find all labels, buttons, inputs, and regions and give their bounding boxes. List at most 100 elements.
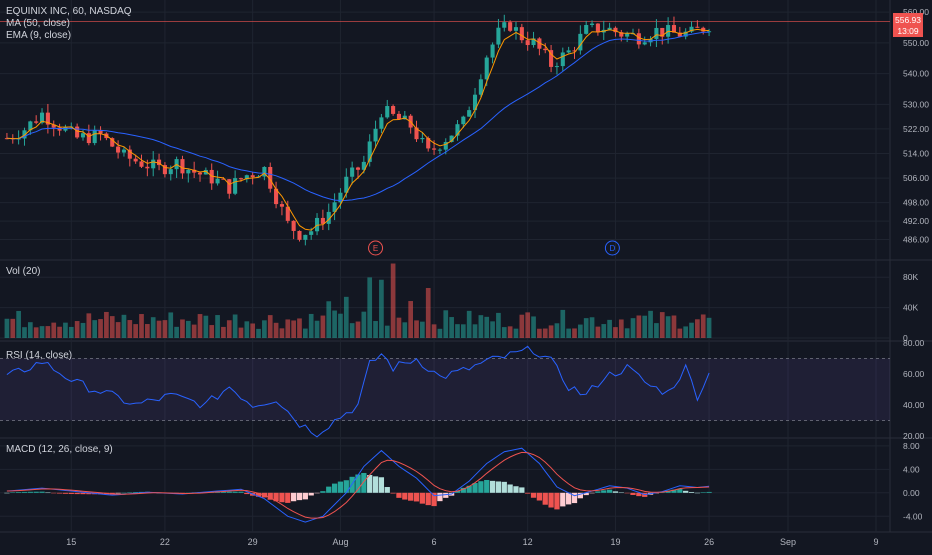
candle-body	[625, 33, 630, 37]
candle-body	[350, 167, 355, 177]
candle-body	[209, 169, 214, 184]
candle-body	[660, 27, 665, 37]
price-tick-label: 498.00	[903, 198, 929, 208]
candle-body	[168, 169, 173, 175]
macd-histogram-bar	[62, 492, 69, 494]
candle-body	[584, 24, 589, 34]
volume-bar	[490, 321, 495, 338]
macd-histogram-bar	[285, 492, 291, 503]
macd-histogram-bar	[232, 491, 238, 493]
volume-bar	[139, 314, 144, 338]
candle-body	[654, 27, 659, 39]
volume-bar	[256, 328, 261, 338]
volume-bar	[355, 321, 361, 338]
volume-bar	[624, 328, 630, 338]
macd-histogram-bar	[396, 492, 402, 498]
macd-histogram-bar	[402, 492, 408, 500]
candle-body	[572, 50, 577, 52]
volume-bar	[431, 324, 437, 338]
candle-body	[513, 27, 519, 31]
volume-bar	[402, 322, 408, 338]
volume-bar	[86, 313, 92, 338]
macd-histogram-bar	[33, 491, 39, 493]
volume-bar	[437, 328, 443, 338]
macd-histogram-bar	[478, 481, 484, 493]
time-tick-label: 6	[432, 537, 437, 547]
macd-histogram-bar	[320, 491, 326, 493]
candle-body	[192, 169, 197, 173]
volume-bar	[654, 323, 659, 338]
price-tick-label: 514.00	[903, 149, 929, 159]
rsi-tick-label: 20.00	[903, 431, 925, 441]
volume-bar	[115, 322, 121, 338]
macd-histogram-bar	[700, 492, 706, 493]
volume-bar	[109, 316, 115, 338]
candle-body	[519, 27, 524, 41]
volume-bar	[150, 317, 156, 338]
candle-body	[373, 128, 378, 142]
candle-body	[133, 158, 138, 162]
macd-histogram-bar	[86, 492, 92, 495]
macd-histogram-bar	[115, 492, 121, 494]
macd-tick-label: 4.00	[903, 464, 920, 474]
macd-histogram-bar	[355, 474, 361, 493]
rsi-band	[0, 358, 890, 421]
candle-body	[45, 112, 50, 125]
price-tick-label: 486.00	[903, 235, 929, 245]
price-tick-label: 492.00	[903, 216, 929, 226]
macd-histogram-bar	[343, 480, 349, 493]
candle-body	[279, 204, 284, 207]
macd-histogram-bar	[618, 492, 624, 494]
candle-body	[151, 159, 156, 169]
candle-body	[80, 133, 86, 138]
candle-body	[121, 149, 126, 153]
volume-bar	[455, 324, 460, 338]
macd-histogram-bar	[10, 492, 16, 493]
volume-bar	[262, 320, 267, 338]
volume-bar	[636, 315, 642, 338]
volume-bar	[665, 316, 671, 338]
price-tick-label: 540.00	[903, 69, 929, 79]
macd-histogram-bar	[612, 491, 619, 493]
candle-body	[490, 44, 495, 58]
macd-histogram-bar	[437, 492, 443, 502]
macd-histogram-bar	[390, 492, 396, 494]
symbol-title: EQUINIX INC, 60, NASDAQ	[6, 6, 132, 17]
candle-body	[554, 66, 559, 68]
volume-bar	[273, 322, 279, 338]
volume-tick-label: 80K	[903, 272, 918, 282]
volume-bar	[630, 318, 636, 338]
macd-histogram-bar	[27, 491, 33, 493]
macd-histogram-bar	[548, 492, 554, 508]
macd-histogram-bar	[484, 479, 490, 493]
candle-body	[361, 161, 366, 170]
candle-body	[671, 25, 677, 33]
volume-bar	[472, 324, 478, 338]
candle-body	[379, 117, 384, 129]
volume-bar	[4, 318, 10, 338]
volume-bar	[226, 320, 232, 338]
volume-bar	[496, 312, 501, 338]
candle-body	[560, 52, 565, 67]
event-marker-label: E	[373, 244, 378, 253]
candle-body	[262, 166, 267, 177]
macd-histogram-bar	[45, 492, 51, 494]
candle-body	[525, 40, 530, 46]
time-tick-label: 29	[248, 537, 258, 547]
macd-histogram-bar	[372, 476, 379, 493]
volume-bar	[10, 318, 16, 338]
price-tick-label: 550.00	[903, 38, 929, 48]
candle-body	[396, 113, 402, 120]
volume-bar	[308, 313, 314, 338]
candle-body	[63, 127, 68, 131]
candle-body	[57, 127, 62, 131]
price-badge-bg	[893, 13, 923, 37]
macd-histogram-bar	[606, 489, 613, 493]
macd-histogram-bar	[624, 492, 630, 494]
volume-bar	[127, 320, 133, 338]
macd-histogram-bar	[378, 477, 385, 493]
macd-histogram-bar	[331, 483, 338, 493]
volume-bar	[232, 314, 238, 338]
